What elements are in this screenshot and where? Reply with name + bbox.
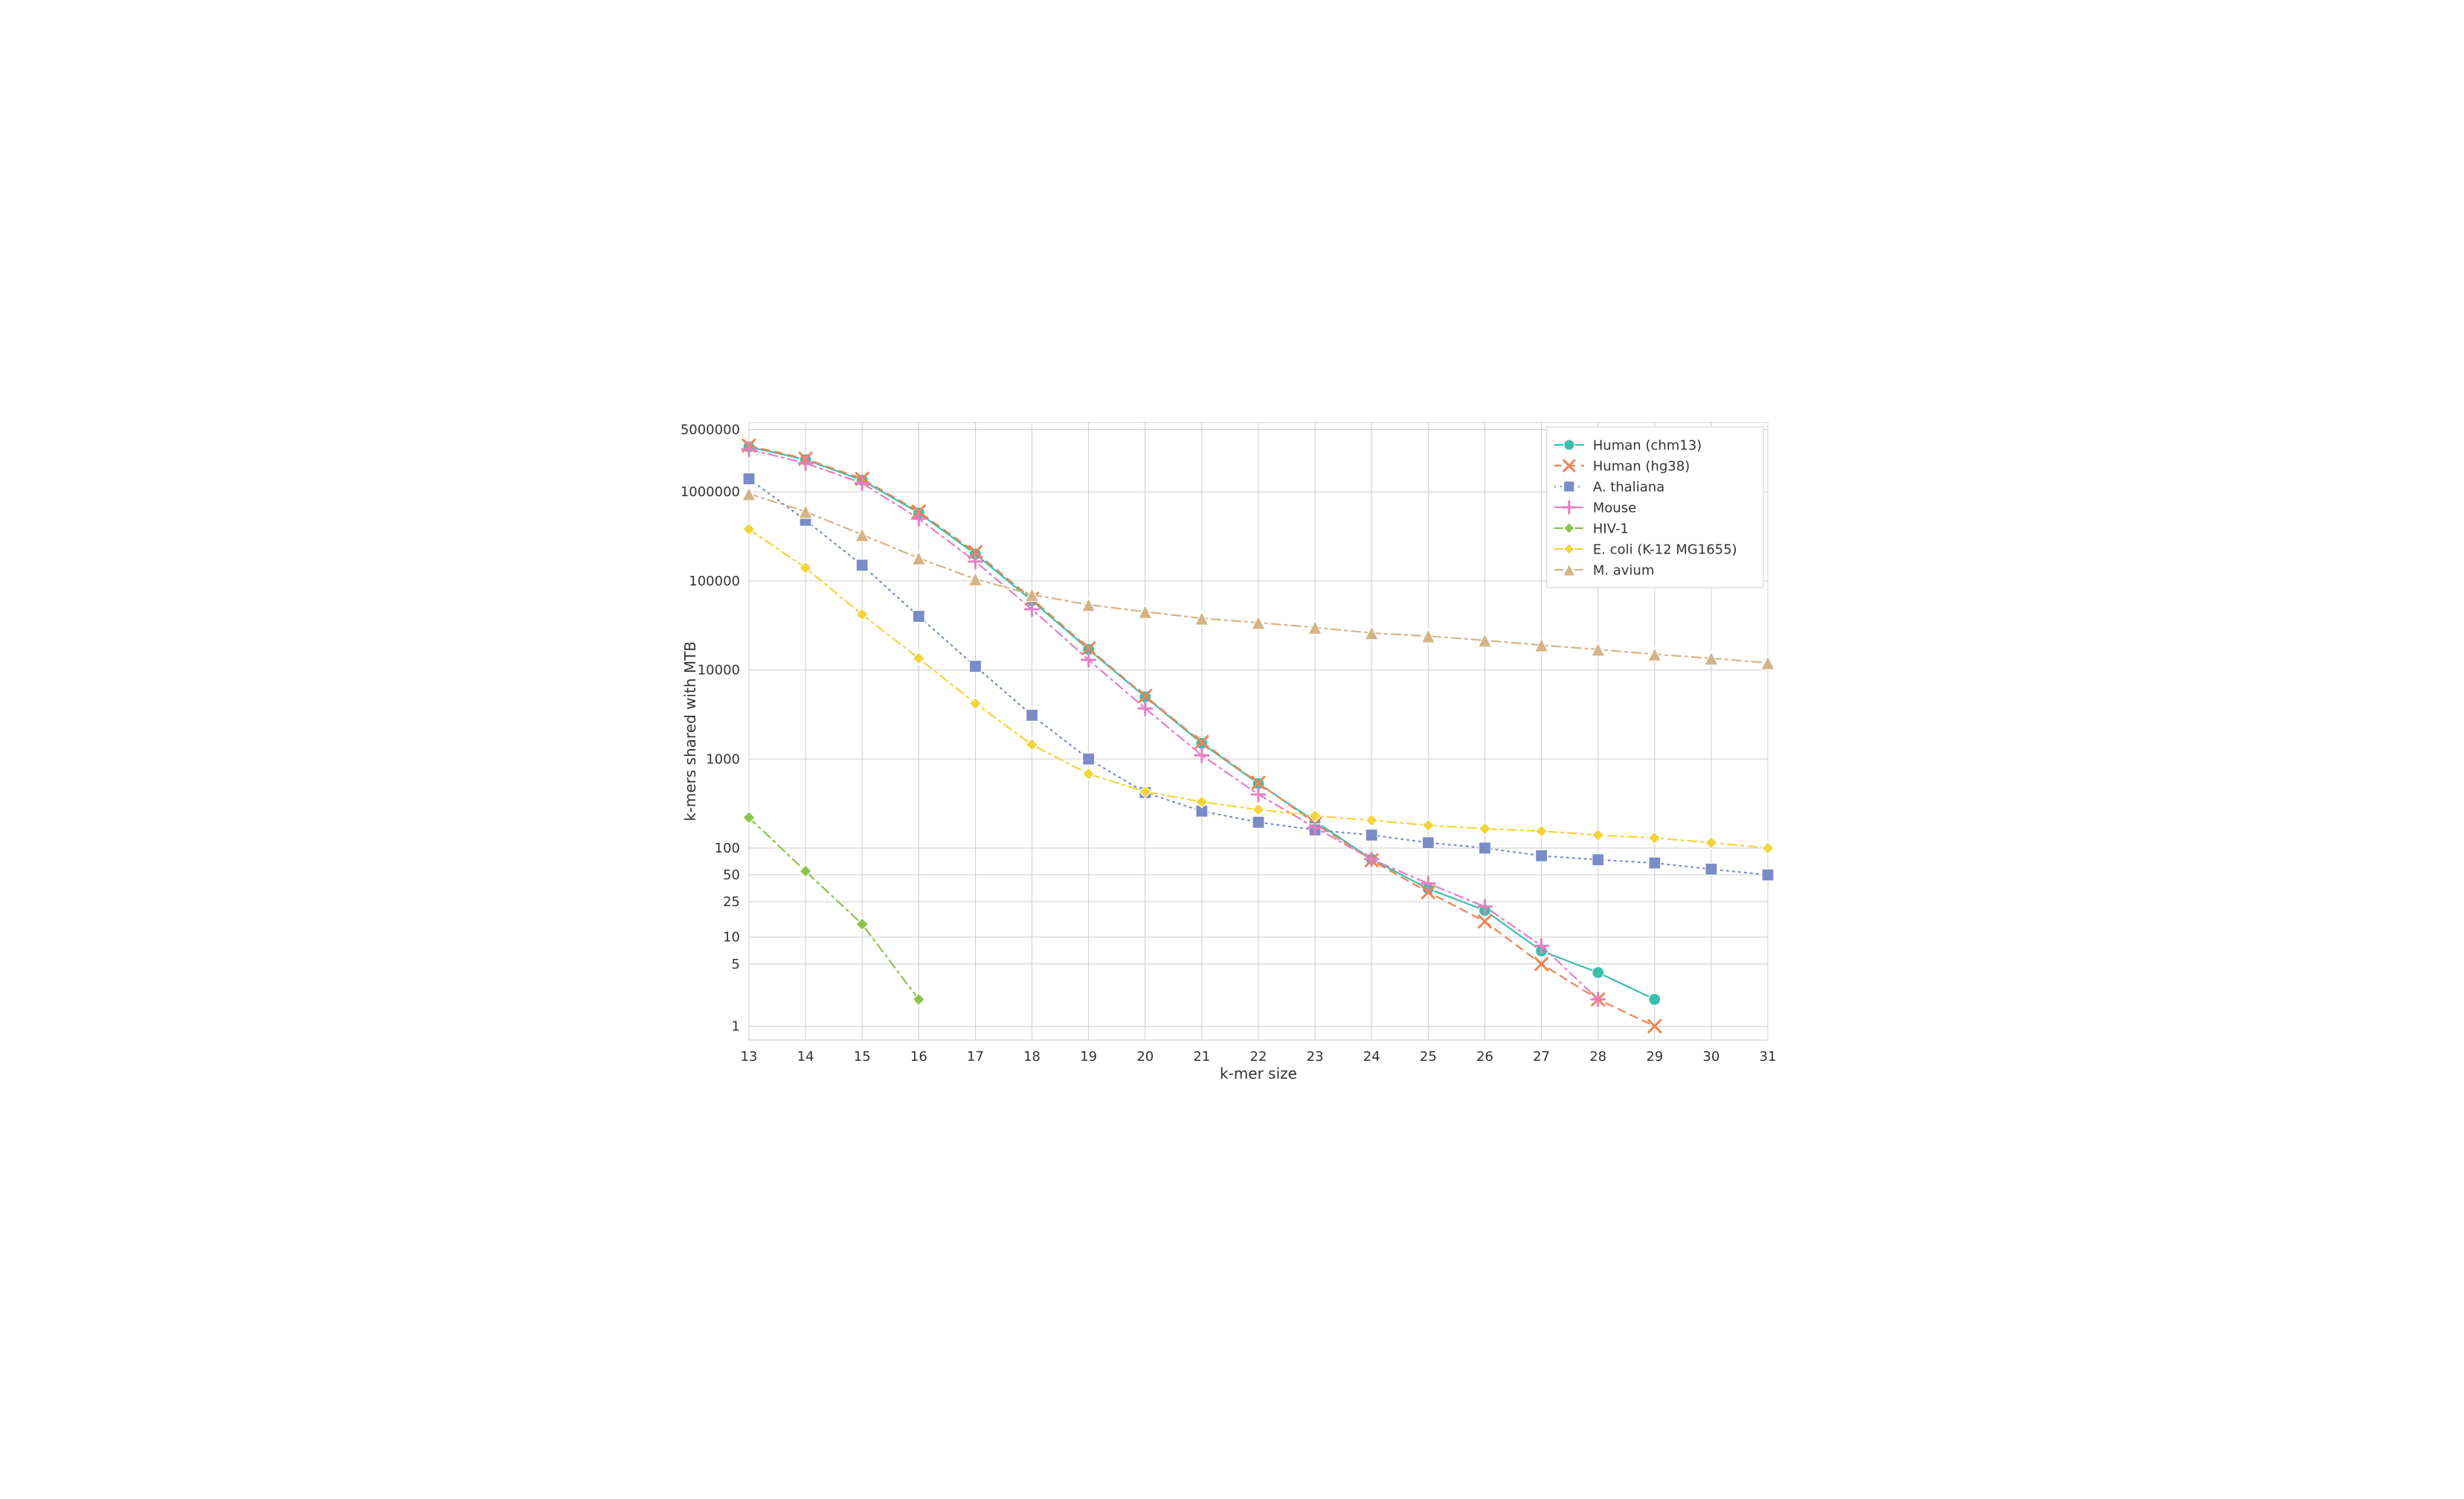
ytick-label: 50 [723, 867, 740, 883]
marker-square [1479, 842, 1490, 854]
ytick-label: 10000 [697, 662, 739, 678]
xtick-label: 31 [1759, 1049, 1776, 1065]
legend-label: A. thaliana [1592, 479, 1664, 495]
xtick-label: 27 [1533, 1049, 1550, 1065]
legend-label: E. coli (K-12 MG1655) [1592, 542, 1737, 557]
marker-square [1026, 709, 1038, 721]
marker-square [1762, 869, 1774, 881]
marker-circle [1563, 439, 1574, 449]
xtick-label: 30 [1702, 1049, 1720, 1065]
marker-square [969, 660, 981, 672]
xtick-label: 15 [853, 1049, 870, 1065]
marker-square [1563, 481, 1574, 491]
xtick-label: 23 [1306, 1049, 1323, 1065]
xtick-label: 25 [1419, 1049, 1436, 1065]
kmer-chart: 1314151617181920212223242526272829303115… [675, 408, 1790, 1092]
xtick-label: 16 [910, 1049, 927, 1065]
xtick-label: 29 [1646, 1049, 1663, 1065]
legend: Human (chm13) Human (hg38) A. thaliana Mous… [1546, 427, 1763, 588]
ytick-label: 10 [723, 929, 740, 945]
legend-label: M. avium [1592, 562, 1654, 578]
marker-square [1592, 853, 1603, 865]
marker-square [913, 610, 924, 622]
xtick-label: 28 [1589, 1049, 1606, 1065]
ytick-label: 1000 [706, 751, 740, 767]
ytick-label: 1000000 [680, 484, 739, 500]
legend-label: Human (hg38) [1592, 458, 1689, 474]
marker-square [856, 559, 868, 571]
marker-square [1535, 850, 1547, 861]
ytick-label: 25 [723, 894, 740, 910]
chart-container: 1314151617181920212223242526272829303115… [0, 0, 2464, 1499]
marker-square [1648, 857, 1660, 869]
xtick-label: 18 [1023, 1049, 1040, 1065]
x-axis-label: k-mer size [1220, 1065, 1297, 1082]
marker-square [1082, 753, 1094, 765]
legend-label: HIV-1 [1592, 521, 1628, 536]
xtick-label: 17 [966, 1049, 983, 1065]
marker-circle [1592, 966, 1603, 978]
y-axis-label: k-mers shared with MTB [681, 641, 699, 821]
marker-square [1366, 829, 1377, 841]
marker-square [1422, 836, 1434, 848]
xtick-label: 21 [1193, 1049, 1210, 1065]
marker-square [1705, 863, 1717, 875]
xtick-label: 22 [1249, 1049, 1267, 1065]
xtick-label: 26 [1476, 1049, 1493, 1065]
xtick-label: 24 [1363, 1049, 1380, 1065]
ytick-label: 5000000 [680, 422, 739, 437]
xtick-label: 19 [1080, 1049, 1097, 1065]
marker-circle [1648, 993, 1660, 1005]
xtick-label: 20 [1136, 1049, 1154, 1065]
ytick-label: 1 [731, 1018, 739, 1034]
xtick-label: 14 [797, 1049, 814, 1065]
legend-label: Mouse [1592, 500, 1635, 516]
legend-label: Human (chm13) [1592, 437, 1701, 453]
ytick-label: 100 [714, 841, 739, 856]
marker-square [1252, 816, 1264, 828]
ytick-label: 100000 [689, 573, 740, 588]
xtick-label: 13 [740, 1049, 757, 1065]
marker-square [743, 472, 755, 484]
ytick-label: 5 [731, 956, 739, 972]
